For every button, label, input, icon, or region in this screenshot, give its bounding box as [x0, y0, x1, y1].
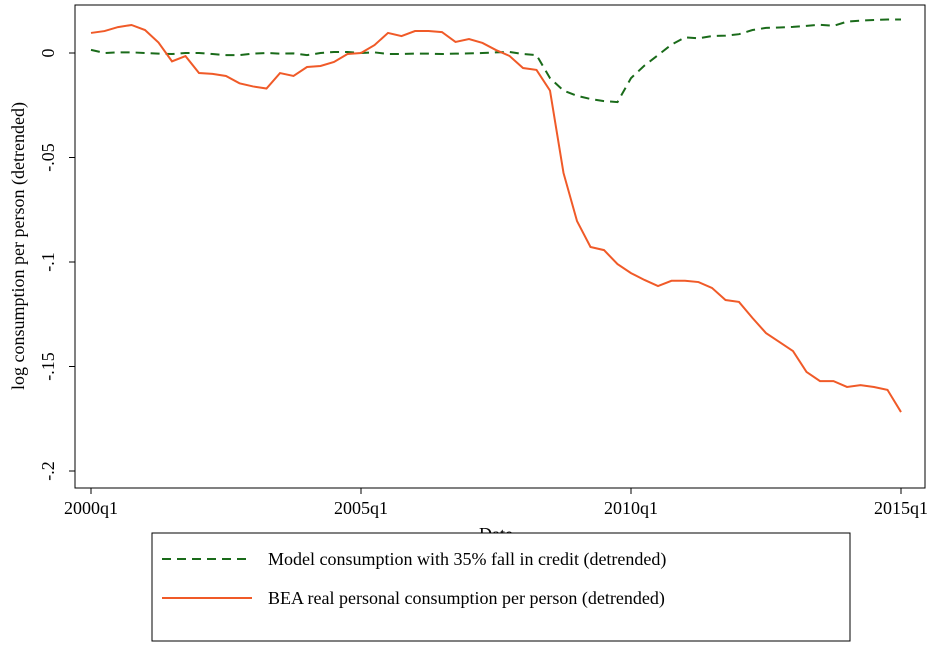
y-tick-label: 0	[38, 49, 58, 58]
legend-box	[151, 532, 851, 642]
y-tick-label: -.05	[38, 143, 58, 172]
series-line	[90, 23, 902, 413]
y-tick-label: -.1	[38, 252, 58, 272]
x-tick-label: 2015q1	[874, 498, 928, 518]
plot-frame	[74, 4, 926, 489]
x-tick-label: 2005q1	[334, 498, 388, 518]
legend-label: Model consumption with 35% fall in credi…	[268, 549, 666, 570]
legend-label: BEA real personal consumption per person…	[268, 588, 665, 609]
series-line	[90, 18, 901, 104]
y-axis-title: log consumption per person (detrended)	[8, 102, 29, 390]
x-tick-label: 2010q1	[604, 498, 658, 518]
x-tick-label: 2000q1	[64, 498, 118, 518]
y-tick-label: -.15	[38, 352, 58, 381]
y-tick-label: -.2	[38, 461, 58, 481]
